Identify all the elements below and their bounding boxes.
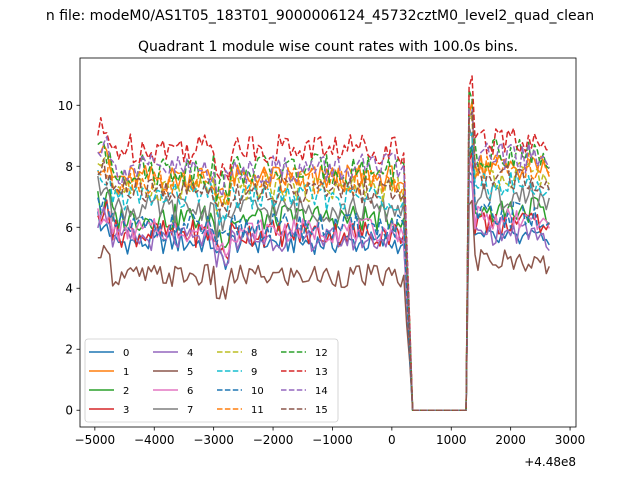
series-line-9	[97, 132, 550, 411]
legend-label-2: 2	[123, 386, 129, 397]
figure-suptitle: n file: modeM0/AS1T05_183T01_9000006124_…	[46, 8, 594, 24]
legend-label-0: 0	[123, 348, 129, 359]
series-line-5	[97, 199, 550, 411]
series-line-13	[97, 75, 550, 411]
legend-label-11: 11	[251, 405, 264, 416]
legend-label-9: 9	[251, 367, 257, 378]
legend-label-12: 12	[315, 348, 328, 359]
legend-label-15: 15	[315, 405, 328, 416]
y-axis: 0 2 4 6 8 10	[58, 99, 80, 418]
plot-area	[79, 57, 577, 428]
legend-label-14: 14	[315, 386, 328, 397]
x-tick-label: −5000	[75, 433, 116, 447]
y-tick-label: 8	[65, 160, 73, 174]
legend-label-1: 1	[123, 367, 129, 378]
y-tick-label: 2	[65, 343, 73, 357]
x-tick-label: 2000	[495, 433, 526, 447]
series-line-15	[97, 111, 550, 411]
series-layer	[97, 75, 550, 411]
x-tick-label: −2000	[253, 433, 294, 447]
x-axis: −5000 −4000 −3000 −2000 −1000 0 1000 2000 3000	[75, 427, 586, 447]
legend-frame	[84, 338, 339, 423]
legend-label-13: 13	[315, 367, 328, 378]
y-tick-label: 6	[65, 221, 73, 235]
x-tick-label: 0	[388, 433, 396, 447]
x-axis-offset-text: +4.48e8	[524, 455, 576, 469]
legend-label-3: 3	[123, 405, 129, 416]
series-line-12	[97, 89, 550, 411]
x-tick-label: 1000	[436, 433, 467, 447]
y-tick-label: 0	[65, 404, 73, 418]
series-line-14	[97, 108, 550, 411]
legend-label-6: 6	[187, 386, 193, 397]
legend-label-5: 5	[187, 367, 193, 378]
x-tick-label: 3000	[555, 433, 586, 447]
x-tick-label: −3000	[193, 433, 234, 447]
x-tick-label: −4000	[134, 433, 175, 447]
y-tick-label: 10	[58, 99, 73, 113]
y-tick-label: 4	[65, 282, 73, 296]
legend-label-8: 8	[251, 348, 257, 359]
legend-label-10: 10	[251, 386, 264, 397]
chart-title: Quadrant 1 module wise count rates with …	[138, 39, 518, 55]
x-tick-label: −1000	[312, 433, 353, 447]
axes-frame	[79, 57, 577, 428]
series-line-10	[97, 145, 550, 411]
legend-label-4: 4	[187, 348, 193, 359]
legend-label-7: 7	[187, 405, 193, 416]
